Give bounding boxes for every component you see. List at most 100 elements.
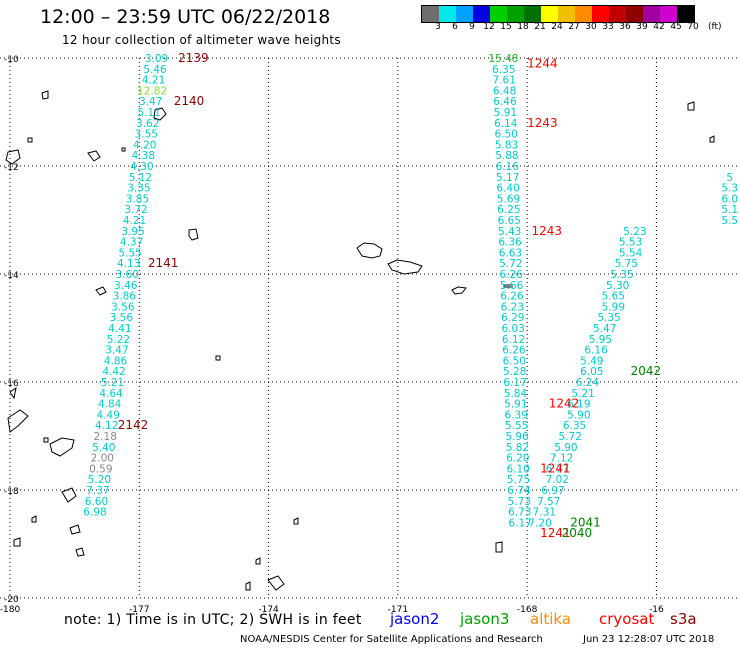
wave-height-value: 4.20 xyxy=(133,139,156,151)
wave-height-value: 5.75 xyxy=(507,474,530,486)
satellite-legend-entry: altika xyxy=(530,610,572,628)
latitude-label: -12 xyxy=(4,163,19,173)
island-tonga-3 xyxy=(293,517,299,525)
color-scale-tick: 39 xyxy=(636,22,648,32)
wave-height-value: 5.46 xyxy=(143,64,167,76)
wave-height-value: 6.36 xyxy=(498,237,522,249)
wave-height-value: 5.21 xyxy=(101,377,124,389)
wave-height-value: 6.05 xyxy=(580,366,603,378)
color-scale-tick: 6 xyxy=(452,22,458,32)
wave-height-value: 12.82 xyxy=(137,85,167,97)
wave-height-value: 5.75 xyxy=(615,258,638,270)
map-grid xyxy=(0,57,740,599)
pass-number-label: 2141 xyxy=(148,256,179,270)
wave-height-value: 6.97 xyxy=(541,485,564,497)
wave-height-value: 3.46 xyxy=(114,280,138,292)
wave-height-value: 5.12 xyxy=(129,172,152,184)
island-lau-5 xyxy=(31,515,37,523)
island-small-2 xyxy=(41,90,49,100)
color-scale-tick: 70 xyxy=(687,22,699,32)
wave-height-value: 6.35 xyxy=(492,64,515,76)
wave-height-value: 4.42 xyxy=(102,366,125,378)
longitude-label: -174 xyxy=(258,605,279,615)
wave-height-value: 5.90 xyxy=(567,409,590,421)
island-wallis xyxy=(153,107,167,121)
island-tonga-4 xyxy=(255,557,261,565)
wave-height-value: 3.85 xyxy=(126,193,149,205)
wave-height-value: 5.99 xyxy=(602,301,625,313)
color-scale-tick: 24 xyxy=(551,22,563,32)
wave-height-value: 3.60 xyxy=(116,269,139,281)
island-small-3 xyxy=(87,150,101,162)
wave-height-value: 7.57 xyxy=(537,496,560,508)
wave-height-value: 3.72 xyxy=(124,204,147,216)
wave-height-value: 5.40 xyxy=(92,442,115,454)
pass-number-label: 1241 xyxy=(540,461,571,475)
wave-height-value: 5.66 xyxy=(500,280,524,292)
wave-height-value: 5.17 xyxy=(496,172,519,184)
pass-number-label: 1241 xyxy=(540,526,571,540)
satellite-legend-entry: jason2 xyxy=(390,610,440,628)
wave-height-value: 5.30 xyxy=(606,280,629,292)
wave-height-value: 7.37 xyxy=(86,485,109,497)
wave-height-value: 4.13 xyxy=(117,258,140,270)
wave-height-value: 6.39 xyxy=(505,409,528,421)
wave-height-value: 6.98 xyxy=(83,507,106,519)
wave-height-value: 6.73 xyxy=(508,507,531,519)
wave-height-value: 5.96 xyxy=(505,431,529,443)
pass-number-label: 2142 xyxy=(118,418,149,432)
color-swatch xyxy=(507,6,524,22)
pass-number-label: 1242 xyxy=(549,397,580,411)
color-scale-unit: (ft) xyxy=(708,22,722,32)
latitude-label: -18 xyxy=(4,487,19,497)
wave-height-value: 5.55 xyxy=(118,247,141,259)
wave-height-value: 6.26 xyxy=(502,345,526,357)
wave-height-value: 0.59 xyxy=(89,463,112,475)
wave-height-value: 5.73 xyxy=(508,496,531,508)
wave-height-value: 6.12 xyxy=(502,334,525,346)
wave-height-value: 3.55 xyxy=(135,129,158,141)
wave-height-value: 5.22 xyxy=(107,334,130,346)
wave-height-value: 5.65 xyxy=(602,291,625,303)
island-east-2 xyxy=(709,135,715,143)
wave-height-value: 6.65 xyxy=(498,215,521,227)
wave-height-value: 5.53 xyxy=(619,237,642,249)
wave-height-value: 5.3 xyxy=(721,183,738,195)
island-small-4 xyxy=(5,149,21,165)
longitude-labels: -180 -177 -174 -171 -168 -16 xyxy=(0,605,664,615)
wave-height-value: 5.91 xyxy=(494,107,517,119)
wave-height-value: 6.17 xyxy=(503,377,526,389)
wave-height-value: 3.62 xyxy=(136,118,159,130)
wave-height-value: 6.50 xyxy=(503,355,526,367)
island-lau-1 xyxy=(61,487,77,503)
island-tonga-1 xyxy=(267,575,285,591)
wave-height-value: 4.21 xyxy=(123,215,146,227)
wave-height-value: 3.95 xyxy=(121,226,144,238)
island-savaii-islet xyxy=(451,286,467,295)
units-note: note: 1) Time is in UTC; 2) SWH is in fe… xyxy=(64,612,362,628)
wave-height-value: 5.35 xyxy=(610,269,633,281)
color-swatch xyxy=(490,6,507,22)
latitude-labels: -10 -12 -14 -16 -18 -20 xyxy=(4,55,19,605)
wave-height-value: 4.21 xyxy=(142,75,165,87)
wave-height-value: 5.54 xyxy=(619,247,643,259)
color-swatch xyxy=(422,6,439,22)
wave-height-value: 6.17 xyxy=(508,517,531,529)
wave-height-value: 6.35 xyxy=(563,420,586,432)
wave-height-value: 4.38 xyxy=(132,150,155,162)
wave-height-value: 5.49 xyxy=(580,355,603,367)
color-scale-tick: 18 xyxy=(517,22,529,32)
island-east-1 xyxy=(687,101,695,111)
wave-height-value: 3.86 xyxy=(113,291,137,303)
wave-height-value: 6.48 xyxy=(493,85,516,97)
wave-height-value: 6.14 xyxy=(494,118,518,130)
wave-height-value: 5.84 xyxy=(504,388,528,400)
color-scale-tick: 33 xyxy=(602,22,614,32)
longitude-label: -168 xyxy=(517,605,538,615)
pass-number-label: 2040 xyxy=(562,526,593,540)
wave-height-value: 6.50 xyxy=(494,129,517,141)
wave-height-value: 5.11 xyxy=(138,107,161,119)
wave-height-value: 5.20 xyxy=(88,474,111,486)
wave-height-value: 5.55 xyxy=(505,420,528,432)
